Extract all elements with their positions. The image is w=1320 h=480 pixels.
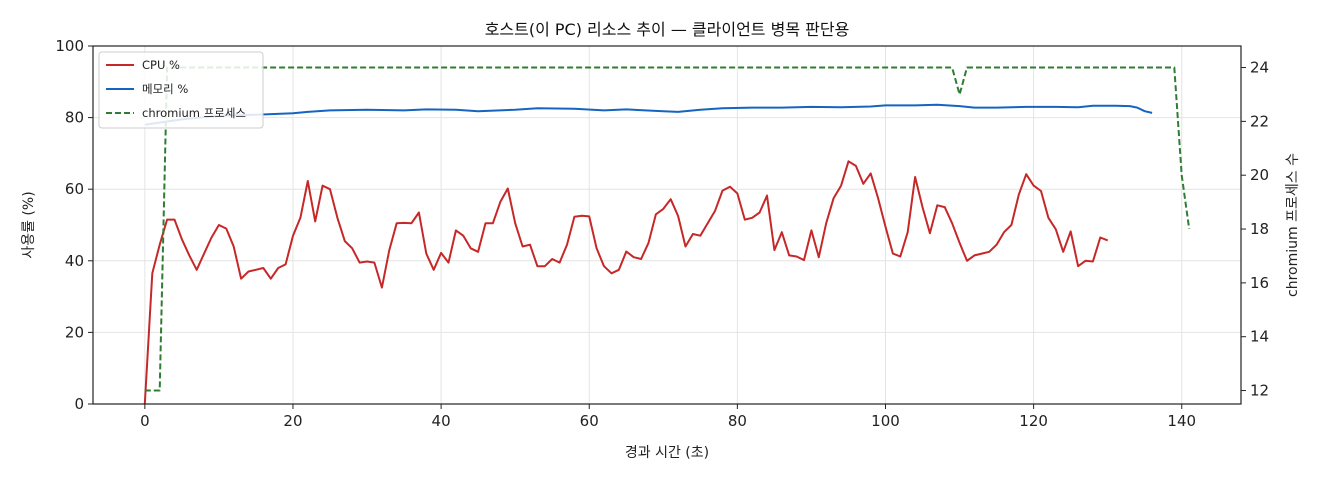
x-tick-label: 100: [871, 412, 900, 430]
y2-tick-label: 20: [1250, 166, 1269, 184]
y-tick-label: 80: [65, 109, 84, 127]
y-tick-label: 40: [65, 252, 84, 270]
plot-frame: [92, 45, 1242, 405]
y2-tick-label: 16: [1250, 274, 1269, 292]
y2-tick-label: 12: [1250, 382, 1269, 400]
legend-label-memory: 메모리 %: [142, 82, 188, 96]
x-tick-label: 20: [283, 412, 302, 430]
x-tick-label: 80: [728, 412, 747, 430]
x-tick-label: 0: [140, 412, 150, 430]
y-tick-label: 0: [74, 395, 84, 413]
y2-tick-label: 14: [1250, 328, 1269, 346]
series-line-chromium: [144, 66, 1191, 392]
x-tick-label: 120: [1019, 412, 1048, 430]
legend-box: [98, 51, 264, 129]
legend-label-cpu: CPU %: [142, 58, 180, 72]
y2-tick-label: 24: [1250, 59, 1269, 77]
y2-axis-title: chromium 프로세스 수: [1285, 153, 1301, 297]
y-tick-label: 100: [55, 37, 84, 55]
legend-label-chromium: chromium 프로세스: [142, 106, 246, 120]
y-axis-title: 사용률 (%): [21, 191, 37, 258]
series-line-memory: [144, 103, 1153, 126]
x-tick-label: 40: [432, 412, 451, 430]
x-tick-label: 140: [1167, 412, 1196, 430]
y2-tick-label: 22: [1250, 112, 1269, 130]
x-axis-title: 경과 시간 (초): [625, 445, 709, 461]
legend: CPU % 메모리 % chromium 프로세스: [98, 51, 264, 129]
series-line-cpu: [143, 160, 1109, 405]
chart-title: 호스트(이 PC) 리소스 추이 — 클라이언트 병목 판단용: [485, 20, 850, 39]
ticks: 0 20 40 60 80 100 120 140 0 20 40 60 80 100 12 14 16 18 20…: [55, 37, 1269, 430]
series-layer: [143, 66, 1191, 405]
y2-tick-label: 18: [1250, 220, 1269, 238]
y-tick-label: 20: [65, 323, 84, 341]
x-tick-label: 60: [580, 412, 599, 430]
y-tick-label: 60: [65, 180, 84, 198]
